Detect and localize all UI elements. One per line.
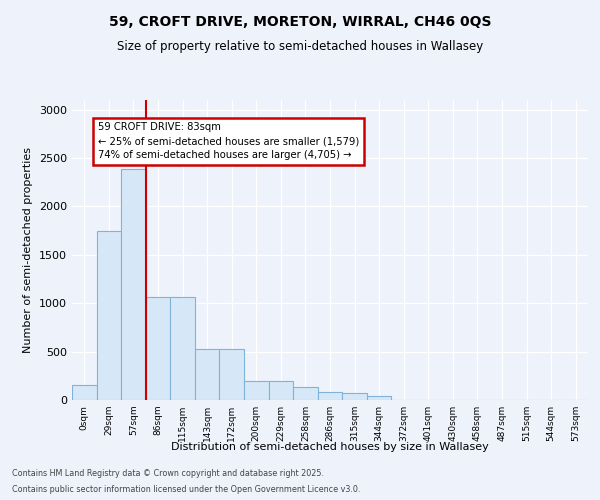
Text: Contains public sector information licensed under the Open Government Licence v3: Contains public sector information licen… [12,485,361,494]
Bar [293,388,318,400]
Bar [244,380,269,400]
Y-axis label: Number of semi-detached properties: Number of semi-detached properties [23,147,34,353]
Bar [342,392,367,400]
Bar [367,396,391,400]
Bar [97,230,121,400]
Text: Distribution of semi-detached houses by size in Wallasey: Distribution of semi-detached houses by … [171,442,489,452]
Bar [195,348,220,400]
Bar [220,348,244,400]
Text: Size of property relative to semi-detached houses in Wallasey: Size of property relative to semi-detach… [117,40,483,53]
Bar [146,298,170,400]
Bar [72,384,97,400]
Text: 59 CROFT DRIVE: 83sqm
← 25% of semi-detached houses are smaller (1,579)
74% of s: 59 CROFT DRIVE: 83sqm ← 25% of semi-deta… [98,122,359,160]
Text: 59, CROFT DRIVE, MORETON, WIRRAL, CH46 0QS: 59, CROFT DRIVE, MORETON, WIRRAL, CH46 0… [109,15,491,29]
Text: Contains HM Land Registry data © Crown copyright and database right 2025.: Contains HM Land Registry data © Crown c… [12,468,324,477]
Bar [269,380,293,400]
Bar [318,392,342,400]
Bar [170,298,195,400]
Bar [121,168,146,400]
